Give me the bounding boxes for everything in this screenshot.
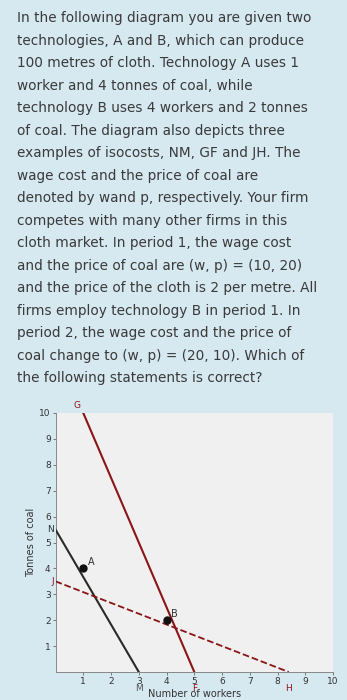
Text: In the following diagram you are given two: In the following diagram you are given t…	[17, 11, 311, 25]
Text: B: B	[171, 609, 177, 619]
Text: the following statements is correct?: the following statements is correct?	[17, 372, 262, 386]
Text: G: G	[74, 401, 81, 410]
Text: J: J	[51, 577, 54, 586]
X-axis label: Number of workers: Number of workers	[148, 689, 241, 699]
Point	[164, 615, 169, 626]
Text: cloth market. In period 1, the wage cost: cloth market. In period 1, the wage cost	[17, 237, 291, 251]
Point	[81, 563, 86, 574]
Text: and the price of coal are (w, p) = (10, 20): and the price of coal are (w, p) = (10, …	[17, 259, 302, 273]
Text: period 2, the wage cost and the price of: period 2, the wage cost and the price of	[17, 326, 291, 340]
Text: M: M	[135, 684, 143, 693]
Text: and the price of the cloth is 2 per metre. All: and the price of the cloth is 2 per metr…	[17, 281, 317, 295]
Y-axis label: Tonnes of coal: Tonnes of coal	[26, 508, 36, 577]
Text: F: F	[192, 684, 197, 693]
Text: 100 metres of cloth. Technology A uses 1: 100 metres of cloth. Technology A uses 1	[17, 56, 299, 70]
Text: worker and 4 tonnes of coal, while: worker and 4 tonnes of coal, while	[17, 79, 253, 93]
Text: A: A	[87, 556, 94, 566]
Text: competes with many other firms in this: competes with many other firms in this	[17, 214, 287, 228]
Text: technology B uses 4 workers and 2 tonnes: technology B uses 4 workers and 2 tonnes	[17, 102, 308, 116]
Text: denoted by wand p, respectively. Your firm: denoted by wand p, respectively. Your fi…	[17, 191, 308, 205]
Text: coal change to (w, p) = (20, 10). Which of: coal change to (w, p) = (20, 10). Which …	[17, 349, 304, 363]
Text: technologies, A and B, which can produce: technologies, A and B, which can produce	[17, 34, 304, 48]
Text: wage cost and the price of coal are: wage cost and the price of coal are	[17, 169, 258, 183]
Text: of coal. The diagram also depicts three: of coal. The diagram also depicts three	[17, 124, 285, 138]
Text: N: N	[48, 525, 54, 534]
Text: firms employ technology B in period 1. In: firms employ technology B in period 1. I…	[17, 304, 301, 318]
Text: examples of isocosts, NM, GF and JH. The: examples of isocosts, NM, GF and JH. The	[17, 146, 301, 160]
Text: H: H	[285, 684, 292, 693]
